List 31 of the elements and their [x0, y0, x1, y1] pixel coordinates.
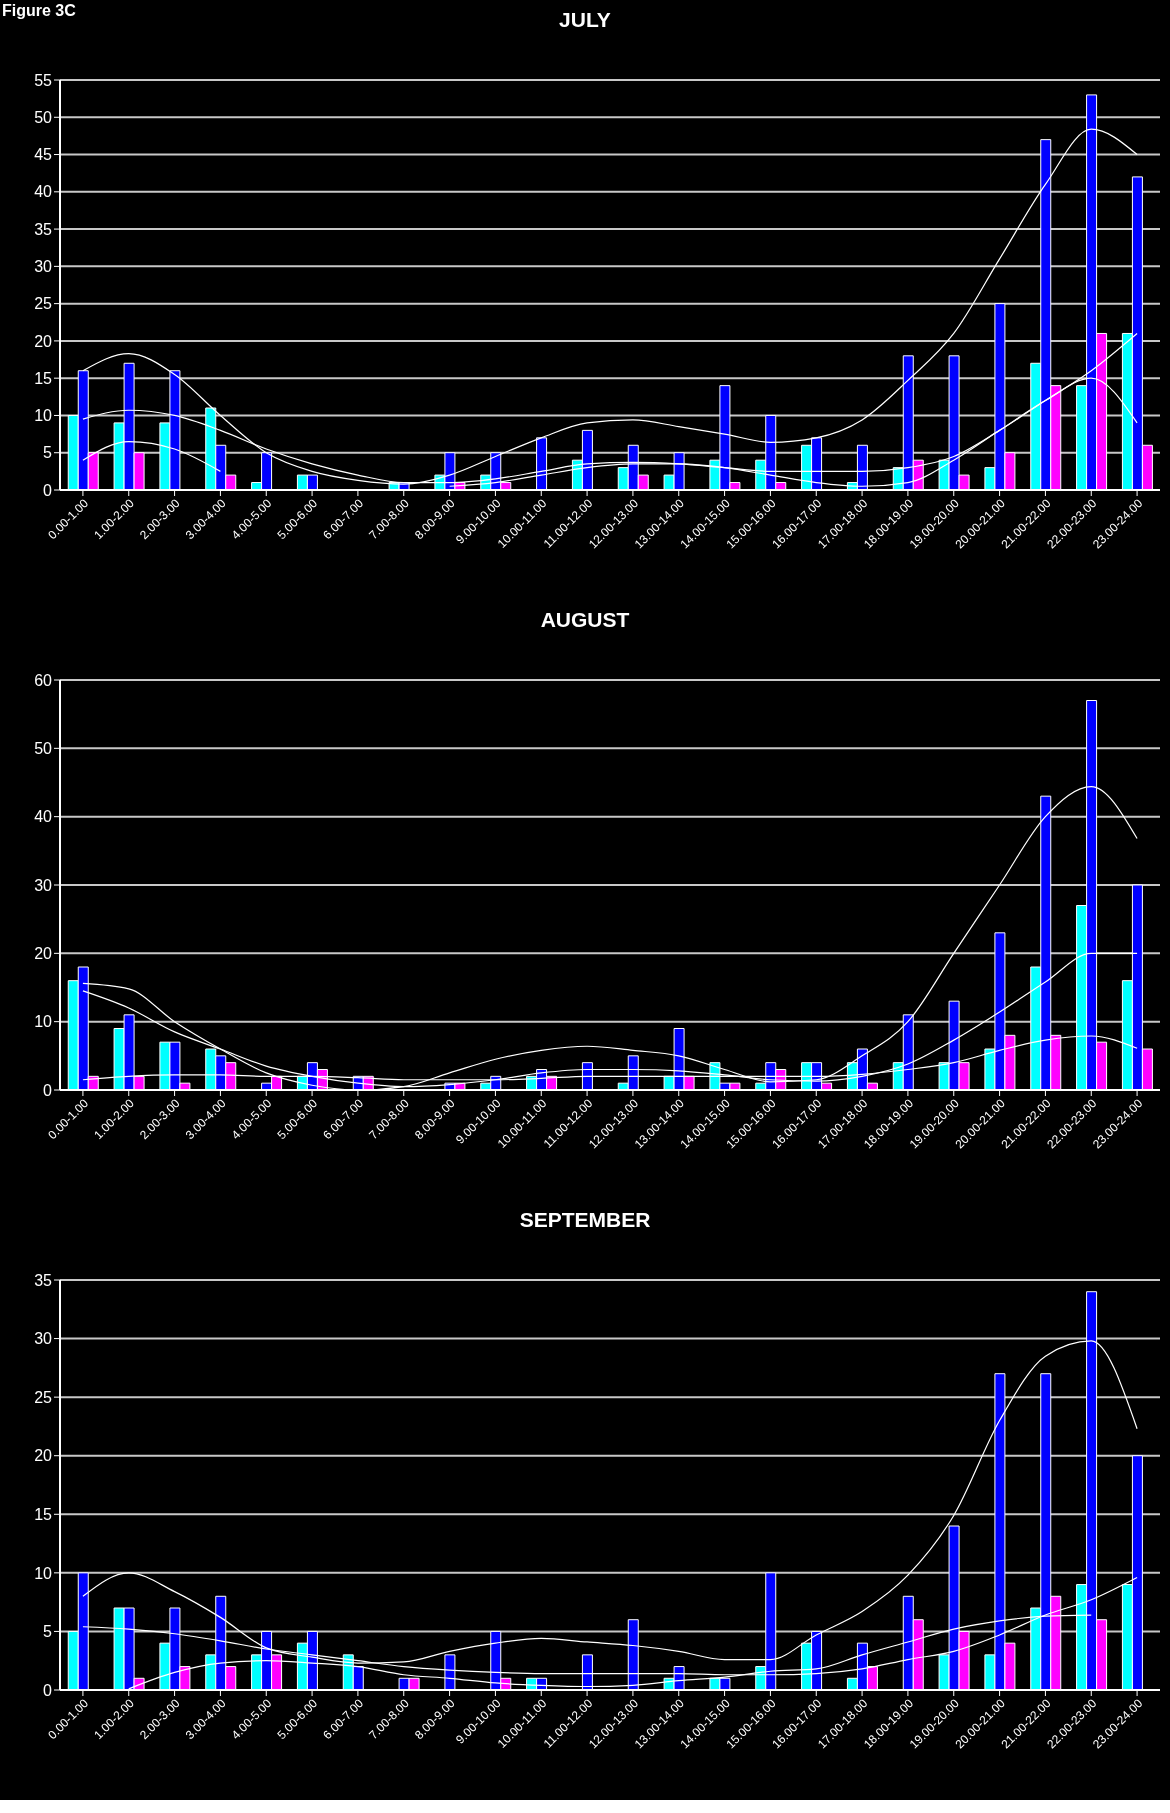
y-tick-label: 15: [34, 369, 53, 387]
y-tick-label: 10: [34, 1013, 53, 1031]
y-tick-label: 60: [34, 671, 53, 689]
y-tick-label: 5: [43, 1623, 53, 1641]
y-tick-label: 20: [34, 1447, 53, 1465]
y-tick-label: 30: [34, 1330, 53, 1348]
y-tick-label: 35: [34, 1271, 53, 1289]
y-tick-label: 25: [34, 1388, 53, 1406]
y-tick-label: 45: [34, 146, 53, 164]
y-tick-label: 25: [34, 295, 53, 313]
y-tick-label: 40: [34, 183, 53, 201]
y-tick-label: 30: [34, 258, 53, 276]
y-tick-label: 20: [34, 945, 53, 963]
y-tick-label: 0: [43, 481, 53, 499]
y-tick-label: 35: [34, 220, 53, 238]
chart-title: AUGUST: [539, 607, 631, 633]
y-tick-label: 5: [43, 444, 53, 462]
y-tick-label: 10: [34, 1564, 53, 1582]
chart-title: SEPTEMBER: [518, 1207, 652, 1233]
y-tick-label: 20: [34, 332, 53, 350]
chart-title: JULY: [559, 8, 611, 31]
y-tick-label: 50: [34, 108, 53, 126]
y-tick-label: 55: [34, 71, 53, 89]
y-tick-label: 10: [34, 407, 53, 425]
y-tick-label: 0: [43, 1081, 53, 1099]
y-tick-label: 15: [34, 1505, 53, 1523]
y-tick-label: 40: [34, 808, 53, 826]
y-tick-label: 30: [34, 876, 53, 894]
caption: Figure 3C: [2, 2, 76, 20]
y-tick-label: 0: [43, 1681, 53, 1699]
y-tick-label: 50: [34, 740, 53, 758]
